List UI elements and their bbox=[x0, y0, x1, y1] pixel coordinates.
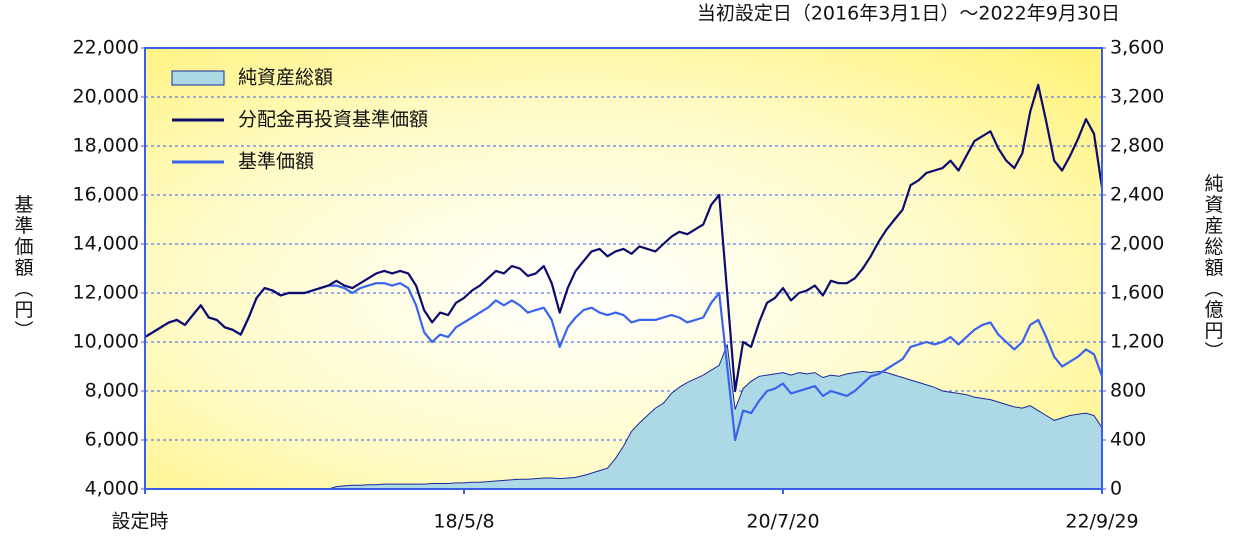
y2-tick-label: 400 bbox=[1110, 429, 1146, 451]
y2-tick-label: 0 bbox=[1110, 478, 1122, 500]
y-tick-label: 14,000 bbox=[73, 233, 139, 255]
legend-label: 基準価額 bbox=[238, 151, 314, 173]
y2-tick-label: 2,800 bbox=[1110, 135, 1164, 157]
y2-tick-label: 3,600 bbox=[1110, 37, 1164, 59]
y-axis-label: 基準価額（円） bbox=[12, 194, 34, 341]
y-tick-label: 16,000 bbox=[73, 184, 139, 206]
y2-tick-label: 2,400 bbox=[1110, 184, 1164, 206]
area bbox=[145, 344, 1102, 489]
y-tick-label: 10,000 bbox=[73, 331, 139, 353]
y2-tick-label: 800 bbox=[1110, 380, 1146, 402]
y-tick-label: 20,000 bbox=[73, 86, 139, 108]
legend-label: 分配金再投資基準価額 bbox=[238, 109, 428, 131]
y-tick-label: 12,000 bbox=[73, 282, 139, 304]
y2-tick-label: 1,600 bbox=[1110, 282, 1164, 304]
line bbox=[144, 83, 1104, 393]
plot-border bbox=[144, 47, 1103, 490]
legend-label: 純資産総額 bbox=[238, 67, 333, 89]
y2-tick-label: 2,000 bbox=[1110, 233, 1164, 255]
legend-swatch bbox=[171, 70, 225, 86]
y-tick-label: 8,000 bbox=[85, 380, 139, 402]
x-tick-label: 設定時 bbox=[111, 511, 168, 533]
y2-tick-label: 1,200 bbox=[1110, 331, 1164, 353]
y-tick-label: 22,000 bbox=[73, 37, 139, 59]
y-tick-label: 4,000 bbox=[85, 478, 139, 500]
y-tick-label: 6,000 bbox=[85, 429, 139, 451]
chart-subtitle: 当初設定日（2016年3月1日）～2022年9月30日 bbox=[697, 3, 1120, 25]
y-tick-label: 18,000 bbox=[73, 135, 139, 157]
y2-axis-label: 純資産総額（億円） bbox=[1202, 173, 1224, 362]
x-tick-label: 20/7/20 bbox=[746, 511, 819, 533]
x-tick-label: 22/9/29 bbox=[1065, 511, 1138, 533]
y2-tick-label: 3,200 bbox=[1110, 86, 1164, 108]
x-tick-label: 18/5/8 bbox=[433, 511, 494, 533]
